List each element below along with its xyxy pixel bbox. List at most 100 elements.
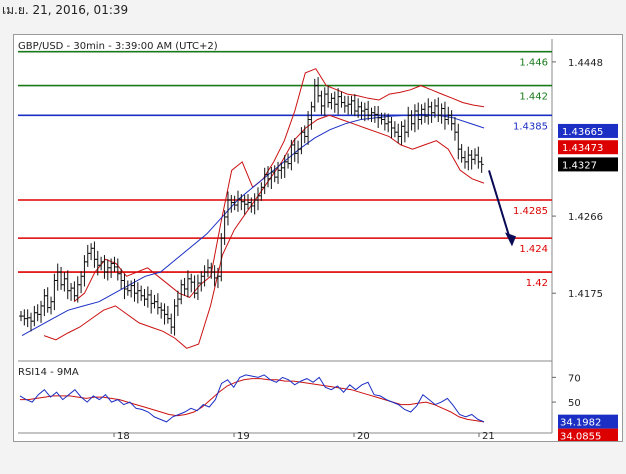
price-bar [65, 270, 70, 300]
price-bar [342, 95, 347, 113]
price-bar [135, 282, 140, 304]
price-bar [326, 85, 331, 108]
price-bar [402, 119, 407, 143]
price-bar [45, 287, 50, 313]
price-bar [476, 146, 481, 169]
price-bar [35, 304, 40, 322]
price-bar [55, 263, 60, 291]
price-bar [112, 256, 117, 273]
rsi-ma-badge: 34.0855 [558, 428, 618, 443]
price-bar [312, 78, 317, 112]
price-bar [155, 293, 160, 315]
price-bar [352, 94, 357, 117]
price-bar [449, 110, 454, 131]
price-bar [79, 271, 84, 294]
price-bar [229, 194, 234, 213]
level-label: 1.442 [519, 92, 548, 103]
bollinger-upper-line [73, 68, 485, 303]
price-bar [459, 144, 464, 163]
price-bar [39, 300, 44, 323]
price-bar [85, 244, 90, 267]
rsi-label: RSI14 - 9MA [18, 367, 79, 378]
price-bar [22, 309, 27, 326]
forecast-arrow-head [505, 232, 516, 247]
price-bar [349, 95, 354, 115]
price-badge-value: 1.43665 [562, 127, 603, 138]
x-tick-label: 19 [237, 431, 250, 441]
price-bar [72, 281, 77, 301]
price-tick-label: 1.4266 [568, 212, 603, 223]
price-bar [456, 123, 461, 160]
price-bar [69, 283, 74, 301]
price-bar [406, 106, 411, 138]
rsi-badge-value: 34.1982 [560, 418, 601, 429]
price-bar [336, 88, 341, 115]
forecast-arrow [488, 170, 516, 247]
price-bar [185, 270, 190, 298]
price-bar [296, 140, 301, 164]
moving-average-line [21, 113, 485, 337]
price-bar [169, 313, 174, 334]
price-bar [179, 279, 184, 305]
price-bar [245, 194, 250, 210]
price-bar [439, 103, 444, 124]
price-bar [182, 277, 187, 296]
price-bar [436, 97, 441, 123]
price-bar [115, 258, 120, 281]
price-bar [59, 266, 64, 290]
price-bar [105, 259, 110, 281]
price-bar [202, 265, 207, 287]
price-bar [286, 153, 291, 169]
rsi-ma-badge-bg [558, 428, 618, 443]
price-badge: 1.4327 [558, 157, 618, 172]
price-bar [416, 102, 421, 130]
x-tick-label: 20 [357, 431, 370, 441]
price-bar [399, 121, 404, 145]
price-bar [339, 91, 344, 108]
price-bar [329, 93, 334, 110]
rsi-badge-bg [558, 414, 618, 429]
price-bar [62, 272, 67, 292]
price-bar [82, 255, 87, 287]
price-badge-bg [558, 140, 618, 155]
rsi-ma-line [20, 378, 485, 423]
price-bar [219, 233, 224, 282]
price-badge-bg [558, 123, 618, 138]
price-bar [472, 148, 477, 165]
rsi-badge: 34.1982 [558, 414, 618, 429]
price-tick-label: 1.4175 [568, 289, 603, 300]
price-bar [142, 288, 147, 306]
price-bar [396, 123, 401, 144]
rsi-tick-label: 50 [568, 398, 581, 409]
price-bar [452, 116, 457, 141]
price-bar [189, 273, 194, 293]
rsi-pane: 70 50 34.1982 34.0855 [18, 373, 618, 443]
price-bar [199, 271, 204, 292]
chart-title: GBP/USD - 30min - 3:39:00 AM (UTC+2) [18, 41, 218, 52]
price-bar [262, 167, 267, 195]
price-bar [49, 296, 54, 315]
price-bar [125, 280, 130, 296]
price-bar [75, 276, 80, 303]
price-bar [165, 305, 170, 324]
price-bar [132, 278, 137, 302]
rsi-ma-badge-value: 34.0855 [560, 432, 601, 441]
price-bar [412, 104, 417, 133]
price-bar [252, 193, 257, 215]
price-bar [319, 90, 324, 115]
chart-svg[interactable]: 1.4448 1.4266 1.4175 1.446 1.442 1.4385 1.4285… [14, 35, 622, 443]
price-bar [32, 305, 37, 327]
price-bar [89, 243, 94, 261]
x-tick-label: 21 [482, 431, 495, 441]
price-bar [102, 255, 107, 279]
price-bar [195, 274, 200, 300]
price-bar [259, 182, 264, 201]
level-label: 1.4285 [513, 206, 548, 217]
price-bar [232, 195, 237, 211]
price-pane: 1.4448 1.4266 1.4175 1.446 1.442 1.4385 1.4285… [18, 39, 618, 433]
rsi-tick-label: 70 [568, 373, 581, 384]
price-badge-value: 1.43473 [562, 143, 603, 154]
price-bar [332, 91, 337, 113]
price-bar [92, 241, 97, 268]
timestamp-header: เม.ย. 21, 2016, 01:39 [2, 3, 129, 17]
